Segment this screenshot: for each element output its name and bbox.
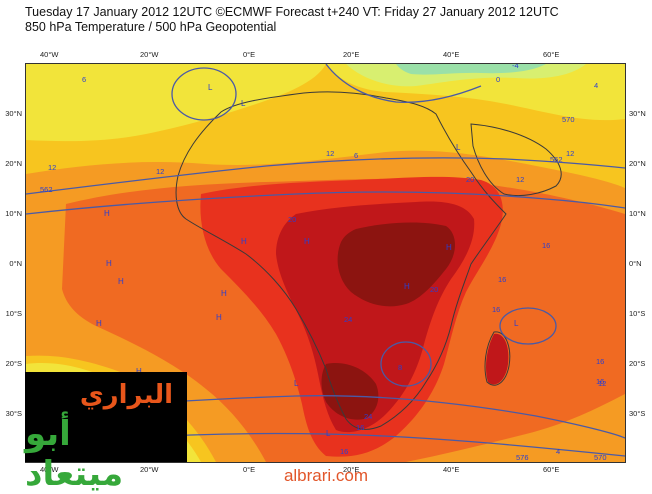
- lat-label: 20°S: [629, 359, 646, 368]
- warmest-zone-central: [337, 222, 455, 307]
- lon-label: 40°W: [40, 50, 59, 59]
- contour-value-label: 16: [340, 447, 348, 456]
- contour-value-label: 4: [556, 447, 560, 456]
- contour-value-label: 8: [398, 363, 402, 372]
- pressure-center-label: H: [96, 319, 102, 328]
- contour-value-label: 16: [356, 423, 364, 432]
- madagascar-hot: [486, 333, 509, 385]
- contour-value-label: 20: [430, 285, 438, 294]
- contour-value-label: 24: [364, 412, 372, 421]
- pressure-center-label: L: [208, 83, 213, 92]
- pressure-center-label: H: [446, 243, 452, 252]
- latitude-axis-right: 30°N 20°N 10°N 0°N 10°S 20°S 30°S: [627, 63, 651, 463]
- lat-label: 20°N: [629, 159, 646, 168]
- contour-value-label: 4: [594, 81, 598, 90]
- africa-coastline: [175, 91, 507, 430]
- pressure-center-label: H: [404, 282, 410, 291]
- lat-label: 30°S: [629, 409, 646, 418]
- contour-value-label: 576: [516, 453, 529, 462]
- watermark-box: البراري أبو ميتعاد: [25, 372, 187, 494]
- contour-value-label: 20: [466, 175, 474, 184]
- contour-value-label: 16: [498, 275, 506, 284]
- contour-value-label: 16: [596, 377, 604, 386]
- pressure-center-label: H: [104, 209, 110, 218]
- contour-value-label: 0: [496, 75, 500, 84]
- contour-value-label: 16: [542, 241, 550, 250]
- contour-value-label: 12: [326, 149, 334, 158]
- lat-label: 0°N: [9, 259, 22, 268]
- madagascar-coastline: [484, 331, 511, 386]
- contour-value-label: 6: [354, 151, 358, 160]
- arabia-coastline: [470, 123, 562, 197]
- contour-value-label: -4: [512, 64, 519, 70]
- contour-value-label: 16: [492, 305, 500, 314]
- lon-label: 20°E: [343, 465, 360, 474]
- contour-value-label: 562: [550, 155, 563, 164]
- longitude-axis-top: 40°W 20°W 0°E 20°E 40°E 60°E: [25, 50, 626, 62]
- lat-label: 10°S: [5, 309, 22, 318]
- contour-value-label: 12: [516, 175, 524, 184]
- contour-value-label: 12: [598, 379, 606, 388]
- latitude-axis-left: 30°N 20°N 10°N 0°N 10°S 20°S 30°S: [0, 63, 24, 463]
- lon-label: 40°E: [443, 465, 460, 474]
- pressure-center-label: H: [221, 289, 227, 298]
- lon-label: 0°E: [243, 50, 256, 59]
- lon-label: 40°E: [443, 50, 460, 59]
- pressure-center-label: L: [326, 429, 331, 438]
- lon-label: 20°W: [140, 50, 159, 59]
- lat-label: 30°N: [629, 109, 646, 118]
- lat-label: 10°N: [5, 209, 22, 218]
- pressure-center-label: H: [304, 237, 310, 246]
- lat-label: 20°N: [5, 159, 22, 168]
- lon-label: 40°W: [40, 465, 59, 474]
- contour-value-label: 24: [344, 315, 352, 324]
- title-line-1: Tuesday 17 January 2012 12UTC ©ECMWF For…: [25, 5, 559, 19]
- pressure-center-label: H: [118, 277, 124, 286]
- lat-label: 30°N: [5, 109, 22, 118]
- contour-value-label: 570: [562, 115, 575, 124]
- pressure-center-label: L: [514, 319, 519, 328]
- lat-label: 0°N: [629, 259, 642, 268]
- pressure-center-label: L: [294, 379, 299, 388]
- pressure-center-label: H: [241, 237, 247, 246]
- lon-label: 60°E: [543, 50, 560, 59]
- contour-value-label: 570: [594, 453, 607, 462]
- contour-value-label: 6: [82, 75, 86, 84]
- cool-zone-west: [26, 64, 326, 142]
- lon-label: 20°E: [343, 50, 360, 59]
- pressure-center-label: L: [241, 99, 246, 108]
- warmest-zone-south: [321, 363, 379, 420]
- title-line-2: 850 hPa Temperature / 500 hPa Geopotenti…: [25, 20, 277, 34]
- pressure-center-label: L: [456, 143, 461, 152]
- contour-value-label: 16: [596, 357, 604, 366]
- longitude-axis-bottom: 40°W 20°W 0°E 20°E 40°E 60°E: [25, 465, 626, 477]
- lon-label: 0°E: [243, 465, 256, 474]
- pressure-center-label: H: [216, 313, 222, 322]
- lat-label: 30°S: [5, 409, 22, 418]
- contour-value-label: 20: [288, 215, 296, 224]
- contour-value-label: 12: [566, 149, 574, 158]
- contour-value-label: 12: [48, 163, 56, 172]
- site-url[interactable]: albrari.com: [283, 466, 369, 485]
- lon-label: 60°E: [543, 465, 560, 474]
- pressure-center-label: H: [136, 367, 142, 376]
- pressure-center-label: H: [106, 259, 112, 268]
- contour-value-label: 12: [156, 167, 164, 176]
- lat-label: 20°S: [5, 359, 22, 368]
- lat-label: 10°S: [629, 309, 646, 318]
- coldest-zone-core: [396, 64, 546, 75]
- lon-label: 20°W: [140, 465, 159, 474]
- watermark-line-1: البراري: [79, 380, 173, 410]
- contour-value-label: 562: [40, 185, 53, 194]
- map-title: Tuesday 17 January 2012 12UTC ©ECMWF For…: [25, 5, 559, 35]
- lat-label: 10°N: [629, 209, 646, 218]
